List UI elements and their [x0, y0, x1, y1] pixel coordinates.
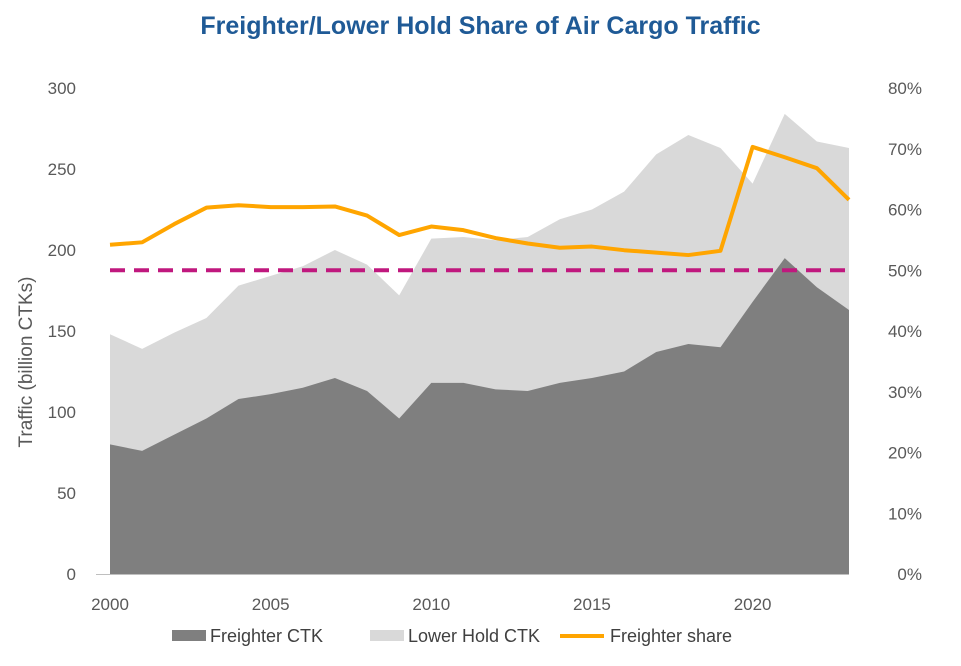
legend: Freighter CTK Lower Hold CTK Freighter sha…: [172, 626, 732, 646]
x-tick-label: 2015: [573, 595, 611, 614]
x-tick-label: 2010: [412, 595, 450, 614]
y2-tick-label: 70%: [888, 140, 922, 159]
legend-label: Freighter CTK: [210, 626, 323, 646]
y2-tick-label: 30%: [888, 383, 922, 402]
y-tick-label: 50: [57, 484, 76, 503]
freighter-share-line: [109, 144, 851, 258]
legend-label: Lower Hold CTK: [408, 626, 540, 646]
y-tick-label: 250: [48, 160, 76, 179]
legend-label: Freighter share: [610, 626, 732, 646]
freighter-ctkarea-area: [110, 258, 849, 574]
y-axis-title: Traffic (billion CTKs): [16, 276, 37, 447]
y-tick-label: 100: [48, 403, 76, 422]
y2-tick-label: 20%: [888, 444, 922, 463]
x-tick-label: 2000: [91, 595, 129, 614]
y2-tick-label: 10%: [888, 504, 922, 523]
y-tick-label: 300: [48, 79, 76, 98]
x-tick-label: 2005: [252, 595, 290, 614]
line-layer: [109, 144, 851, 273]
legend-swatch: [370, 630, 404, 641]
y2-tick-label: 60%: [888, 201, 922, 220]
area-layer: [110, 113, 849, 575]
y2-tick-label: 50%: [888, 261, 922, 280]
y2-tick-label: 80%: [888, 79, 922, 98]
legend-swatch: [172, 630, 206, 641]
y-tick-label: 0: [67, 565, 76, 584]
y-tick-label: 200: [48, 241, 76, 260]
x-tick-label: 2020: [734, 595, 772, 614]
axes-layer: 2000 2005 2010 2015 2020 0 50 100 150 200 250 300 0%…: [48, 79, 922, 614]
y2-tick-label: 0%: [897, 565, 922, 584]
y-tick-label: 150: [48, 322, 76, 341]
y2-tick-label: 40%: [888, 322, 922, 341]
chart-title: Freighter/Lower Hold Share of Air Cargo …: [200, 12, 761, 40]
